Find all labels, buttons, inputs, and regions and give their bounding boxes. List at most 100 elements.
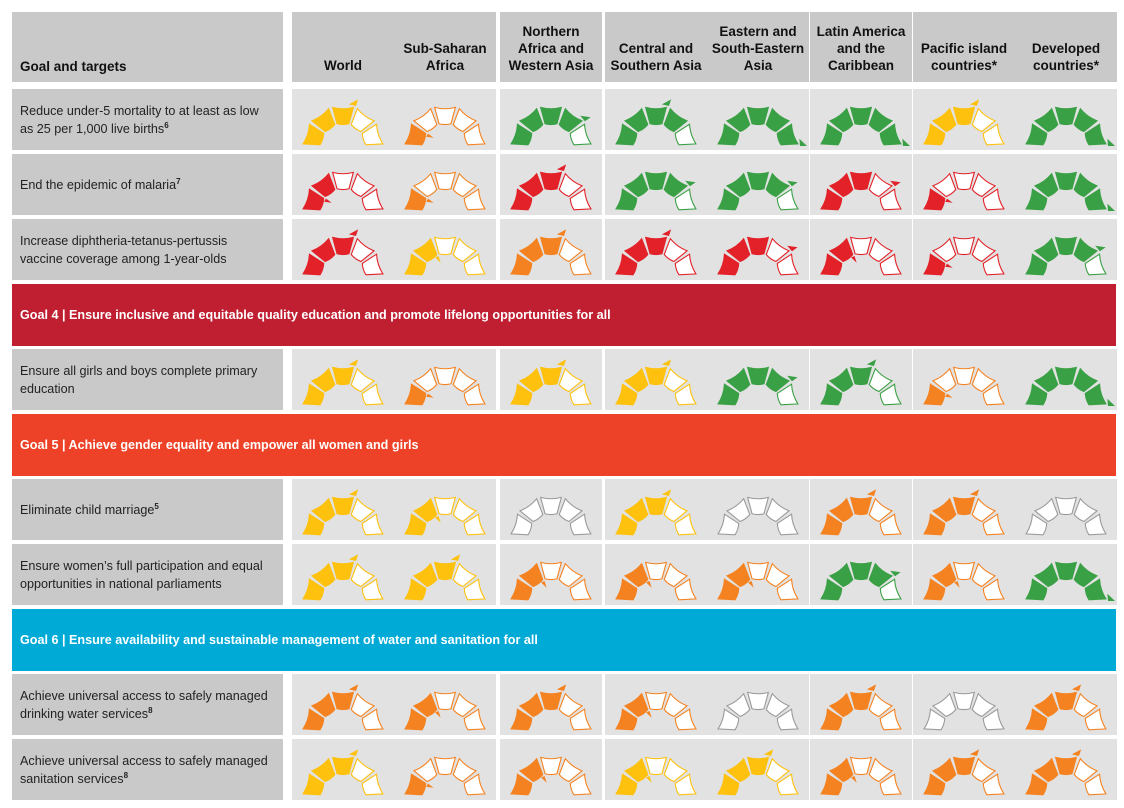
gauge-segment-empty (765, 237, 791, 263)
gauge-segment-filled (1033, 107, 1059, 133)
gauge-segment-filled (331, 106, 355, 126)
gauge-segment-empty (982, 578, 1005, 601)
gauge-cell (913, 674, 1015, 735)
gauge-segment-filled (623, 757, 649, 783)
gauge-segment-filled (765, 107, 791, 133)
gauge-segment-empty (644, 756, 668, 776)
gauge-segment-empty (433, 756, 457, 776)
gauge-arrow-marker (1107, 138, 1115, 146)
gauge-segment-filled (615, 383, 638, 406)
gauge-segment-filled (518, 107, 544, 133)
target-text: End the epidemic of malaria7 (20, 176, 181, 192)
gauge-cell (394, 154, 496, 215)
gauge-segment-empty (717, 708, 740, 731)
gauge-segment-empty (982, 253, 1005, 276)
gauge-segment-empty (765, 562, 791, 588)
target-label: Achieve universal access to safely manag… (12, 674, 283, 735)
gauge-segment-empty (350, 107, 376, 133)
gauge-segment-filled (1084, 123, 1107, 146)
gauge-segment-empty (539, 756, 563, 776)
gauge-arrow-marker (426, 783, 434, 788)
gauge-segment-empty (1084, 708, 1107, 731)
gauge-segment-empty (412, 757, 438, 783)
gauge-segment-filled (302, 253, 325, 276)
gauge-segment-empty (1073, 692, 1099, 718)
gauge-cell (394, 544, 496, 605)
gauge-cell (605, 544, 707, 605)
gauge-cell (913, 544, 1015, 605)
gauge-segment-empty (558, 562, 584, 588)
gauge-segment-empty (361, 253, 384, 276)
gauge-segment-filled (849, 561, 873, 581)
gauge-segment-filled (820, 513, 843, 536)
gauge-arrow-marker (435, 516, 441, 523)
gauge-segment-empty (971, 367, 997, 393)
progress-gauge-icon (302, 684, 384, 731)
gauge-arrow-marker (580, 115, 591, 122)
gauge-segment-filled (310, 237, 336, 263)
gauge-segment-empty (412, 107, 438, 133)
gauge-segment-filled (412, 237, 438, 263)
gauge-segment-filled (828, 692, 854, 718)
gauge-segment-filled (1084, 188, 1107, 211)
gauge-segment-empty (982, 773, 1005, 796)
gauge-segment-empty (868, 172, 894, 198)
gauge-segment-empty (952, 561, 976, 581)
gauge-segment-empty (1025, 513, 1048, 536)
gauge-cell (394, 219, 496, 280)
gauge-segment-empty (746, 561, 770, 581)
gauge-segment-empty (569, 708, 592, 731)
gauge-segment-filled (820, 188, 843, 211)
gauge-arrow-marker (450, 554, 461, 562)
gauge-segment-filled (623, 562, 649, 588)
gauge-segment-empty (558, 757, 584, 783)
gauge-segment-empty (452, 172, 478, 198)
progress-gauge-icon (923, 366, 1005, 406)
gauge-segment-empty (463, 123, 486, 146)
gauge-segment-filled (412, 692, 438, 718)
gauge-arrow-marker (348, 684, 359, 692)
progress-gauge-icon (615, 561, 697, 601)
gauge-segment-filled (828, 172, 854, 198)
gauge-cell (810, 674, 912, 735)
gauge-segment-empty (452, 692, 478, 718)
gauge-segment-filled (1073, 107, 1099, 133)
gauge-cell (605, 674, 707, 735)
gauge-segment-filled (302, 188, 325, 211)
progress-gauge-icon (510, 164, 592, 211)
gauge-segment-filled (412, 497, 438, 523)
gauge-segment-filled (1073, 367, 1099, 393)
gauge-segment-filled (1033, 172, 1059, 198)
gauge-segment-filled (558, 107, 584, 133)
gauge-segment-empty (433, 171, 457, 191)
gauge-segment-filled (1073, 172, 1099, 198)
gauge-segment-filled (302, 578, 325, 601)
gauge-segment-filled (623, 367, 649, 393)
goal-banner: Goal 6 | Ensure availability and sustain… (12, 609, 1116, 671)
gauge-cell (707, 154, 809, 215)
target-text: Ensure women’s full participation and eq… (20, 558, 263, 591)
gauge-segment-empty (971, 237, 997, 263)
gauge-segment-filled (510, 123, 533, 146)
gauge-segment-filled (746, 106, 770, 126)
gauge-segment-filled (302, 708, 325, 731)
gauge-segment-empty (569, 123, 592, 146)
gauge-arrow-marker (556, 164, 567, 172)
gauge-segment-filled (644, 496, 668, 516)
gauge-segment-empty (510, 513, 533, 536)
gauge-segment-empty (982, 708, 1005, 731)
gauge-cell (913, 479, 1015, 540)
gauge-segment-filled (1073, 237, 1099, 263)
gauge-segment-empty (558, 367, 584, 393)
progress-gauge-icon (615, 171, 697, 211)
gauge-cell (1015, 219, 1117, 280)
gauge-segment-empty (879, 383, 902, 406)
gauge-segment-empty (663, 497, 689, 523)
gauge-segment-filled (1033, 562, 1059, 588)
gauge-segment-filled (518, 692, 544, 718)
progress-gauge-icon (923, 99, 1005, 146)
header-region: Central and Southern Asia (605, 12, 707, 82)
gauge-segment-filled (1054, 756, 1078, 776)
gauge-arrow-marker (541, 581, 547, 588)
gauge-segment-filled (615, 123, 638, 146)
